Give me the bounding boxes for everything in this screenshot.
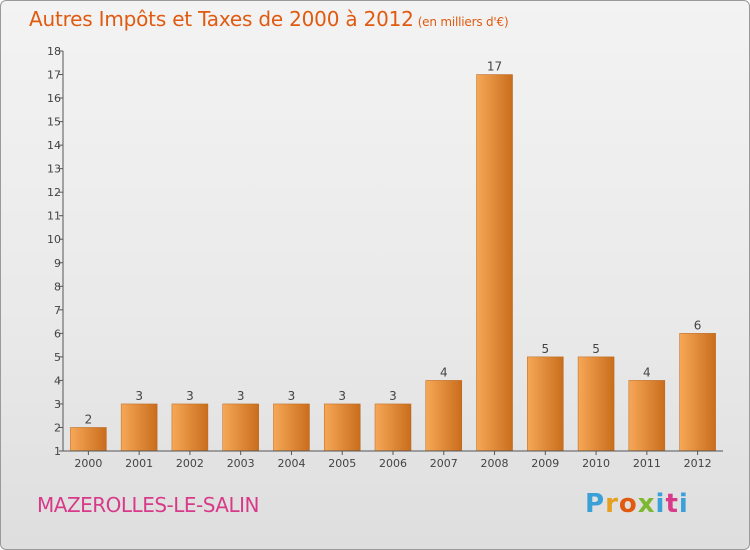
x-tick-label: 2008 xyxy=(481,457,509,470)
bar-value-label: 2 xyxy=(85,412,93,426)
logo-letter: i xyxy=(678,489,689,519)
proxiti-logo[interactable]: Proxiti xyxy=(585,489,689,519)
bar xyxy=(323,403,361,452)
logo-letter: r xyxy=(605,489,619,519)
logo-letter: i xyxy=(655,489,666,519)
x-tick-label: 2011 xyxy=(633,457,661,470)
bar-value-label: 3 xyxy=(389,389,397,403)
logo-letter: t xyxy=(665,489,679,519)
bar-value-label: 3 xyxy=(288,389,296,403)
city-name: MAZEROLLES-LE-SALIN xyxy=(37,493,260,517)
logo-letter: x xyxy=(637,489,656,519)
y-tick-label: 2 xyxy=(54,421,61,434)
x-tick-label: 2000 xyxy=(74,457,102,470)
bar xyxy=(120,403,158,452)
x-tick-label: 2012 xyxy=(684,457,712,470)
bar xyxy=(628,380,666,452)
y-tick-label: 12 xyxy=(47,186,61,199)
bar-value-label: 3 xyxy=(338,389,346,403)
x-tick-label: 2004 xyxy=(277,457,305,470)
chart-title: Autres Impôts et Taxes de 2000 à 2012 (en… xyxy=(29,7,509,31)
bar-value-label: 17 xyxy=(487,60,502,74)
x-tick-label: 2005 xyxy=(328,457,356,470)
y-tick-label: 6 xyxy=(54,327,61,340)
bar-value-label: 4 xyxy=(440,365,448,379)
x-tick-label: 2007 xyxy=(430,457,458,470)
bar-value-label: 3 xyxy=(237,389,245,403)
y-tick-label: 18 xyxy=(47,45,61,58)
bar-value-label: 6 xyxy=(694,318,702,332)
y-tick-label: 4 xyxy=(54,374,61,387)
bar xyxy=(171,403,209,452)
y-tick-label: 10 xyxy=(47,233,61,246)
y-tick-label: 16 xyxy=(47,92,61,105)
y-tick-label: 13 xyxy=(47,163,61,176)
chart-unit: (en milliers d'€) xyxy=(417,15,509,29)
y-tick-label: 17 xyxy=(47,69,61,82)
y-tick-label: 8 xyxy=(54,280,61,293)
y-tick-label: 14 xyxy=(47,139,61,152)
y-tick-label: 7 xyxy=(54,304,61,317)
x-tick-label: 2003 xyxy=(227,457,255,470)
bar-value-label: 4 xyxy=(643,365,651,379)
bar xyxy=(679,333,716,452)
y-tick-label: 3 xyxy=(54,398,61,411)
x-tick-label: 2009 xyxy=(531,457,559,470)
bar xyxy=(527,356,564,452)
bar xyxy=(577,356,615,452)
x-axis: 2000 2001 2002 2003 2004 2005 2006 2007 2008 2009… xyxy=(63,450,723,470)
x-tick-label: 2001 xyxy=(125,457,153,470)
bar-value-label: 3 xyxy=(186,389,194,403)
x-tick-label: 2006 xyxy=(379,457,407,470)
y-tick-label: 1 xyxy=(54,445,61,458)
bar xyxy=(476,74,513,452)
x-tick-label: 2010 xyxy=(582,457,610,470)
bar xyxy=(222,403,259,452)
y-tick-label: 5 xyxy=(54,351,61,364)
bar xyxy=(273,403,310,452)
bar-value-label: 3 xyxy=(135,389,143,403)
bar xyxy=(374,403,412,452)
x-tick-label: 2002 xyxy=(176,457,204,470)
logo-letter: P xyxy=(585,489,606,519)
bar-value-label: 5 xyxy=(541,342,549,356)
y-tick-label: 9 xyxy=(54,257,61,270)
y-tick-label: 15 xyxy=(47,116,61,129)
chart-title-text: Autres Impôts et Taxes de 2000 à 2012 xyxy=(29,7,414,31)
bar-value-label: 5 xyxy=(592,342,600,356)
y-tick-label: 11 xyxy=(47,210,61,223)
logo-letter: o xyxy=(618,489,638,519)
bar xyxy=(70,427,107,452)
bar xyxy=(425,380,463,452)
bars: 2 3 3 3 3 3 3 4 17 5 5 4 6 xyxy=(70,60,716,452)
